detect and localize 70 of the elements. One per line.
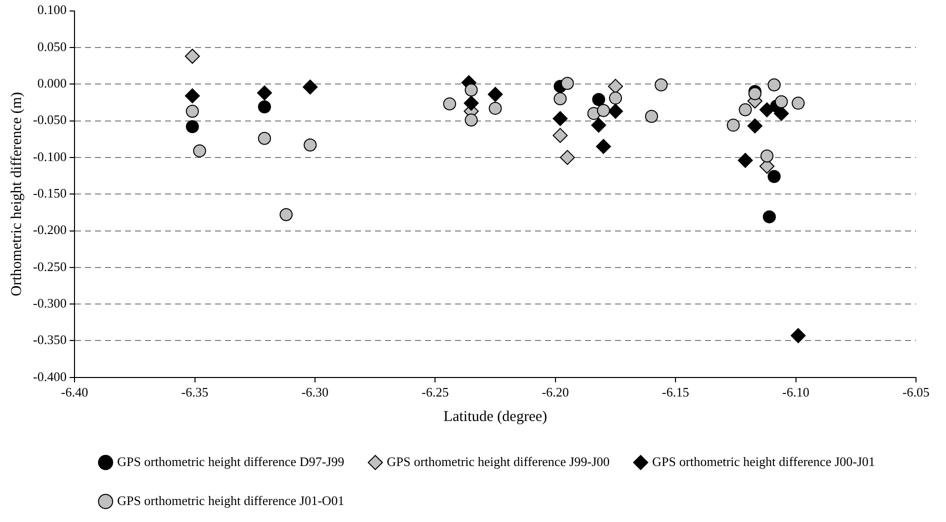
point: [184, 88, 200, 104]
y-tick-label: -0.350: [32, 332, 67, 348]
x-axis-title: Latitude (degree): [443, 408, 548, 425]
y-tick-label: -0.100: [32, 148, 67, 164]
y-tick-label: -0.300: [32, 296, 67, 310]
point: [654, 78, 668, 92]
point: [443, 97, 456, 110]
point: [464, 96, 479, 111]
y-tick-label: -0.400: [32, 368, 67, 384]
point: [592, 93, 606, 106]
point: [790, 328, 806, 344]
point: [768, 170, 781, 184]
y-tick-label: 0.000: [37, 76, 67, 91]
point: [596, 138, 611, 154]
point: [304, 138, 317, 152]
point: [591, 118, 606, 133]
point: [759, 102, 774, 118]
point: [726, 118, 740, 132]
legend-label: GPS orthometric height difference J01-O01: [117, 492, 344, 508]
legend-label: GPS orthometric height difference J00-J01: [652, 454, 876, 469]
y-tick-label: -0.250: [32, 258, 67, 274]
x-tick-label: -6.25: [422, 384, 449, 400]
x-tick-label: -6.10: [782, 384, 810, 400]
point: [464, 114, 478, 127]
point: [747, 118, 762, 134]
x-tick-label: -6.15: [662, 384, 690, 400]
point: [464, 83, 478, 96]
point: [488, 86, 503, 102]
point: [608, 92, 622, 105]
point: [280, 208, 293, 222]
point: [762, 210, 776, 224]
x-tick-label: -6.35: [181, 384, 208, 400]
y-tick-label: -0.200: [32, 222, 67, 238]
y-axis-title: Orthometric height difference (m): [8, 92, 25, 296]
point: [186, 104, 199, 118]
point: [596, 104, 610, 118]
x-tick-label: -6.20: [542, 384, 569, 400]
point: [552, 111, 568, 126]
x-tick-label: -6.30: [301, 384, 329, 400]
point: [738, 152, 753, 168]
point: [774, 95, 788, 108]
point: [792, 96, 805, 110]
point: [760, 149, 774, 162]
point: [738, 103, 752, 116]
legend-label: GPS orthometric height difference J99-J00: [386, 454, 610, 469]
point: [748, 87, 762, 100]
point: [488, 102, 502, 115]
y-tick-label: 0.050: [37, 38, 67, 54]
point: [608, 78, 623, 94]
point: [257, 85, 272, 100]
point: [768, 78, 781, 92]
y-tick-label: -0.050: [32, 112, 67, 128]
point: [302, 80, 318, 95]
point: [645, 110, 658, 123]
point: [774, 106, 789, 121]
point: [193, 144, 206, 158]
point: [560, 150, 575, 165]
point: [258, 100, 271, 114]
point: [258, 132, 271, 145]
legend-label: GPS orthometric height difference D97-J99: [117, 454, 344, 469]
x-tick-label: -6.05: [902, 384, 930, 400]
point: [554, 92, 567, 106]
y-tick-label: -0.150: [32, 186, 67, 201]
point: [560, 76, 574, 90]
point: [184, 48, 200, 64]
point: [186, 120, 199, 134]
y-tick-label: 0.100: [37, 2, 67, 18]
point: [608, 104, 623, 119]
point: [552, 128, 568, 143]
x-tick-label: -6.40: [61, 384, 88, 400]
